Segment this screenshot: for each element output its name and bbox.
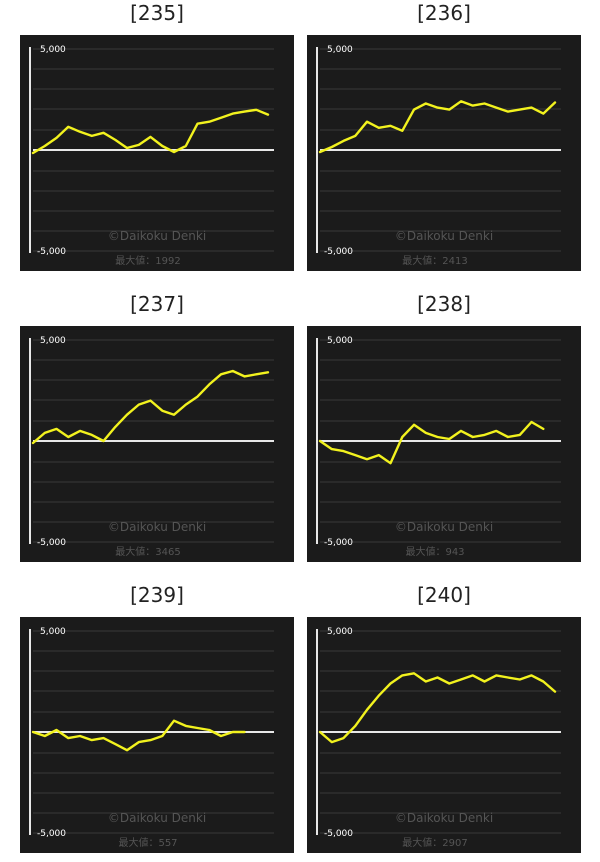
max-value-label: 最大値：1992 xyxy=(115,254,180,267)
chart-svg: 5,000 -5,000 ©Daikoku Denki 最大値：1992 xyxy=(29,45,274,267)
max-value-label: 最大値：2907 xyxy=(402,836,467,849)
y-tick-label-top: 5,000 xyxy=(327,627,353,637)
y-tick-label-top: 5,000 xyxy=(327,45,353,55)
chart-svg: 5,000 -5,000 ©Daikoku Denki 最大値：2413 xyxy=(316,45,561,267)
chart-panel: 5,000 -5,000 ©Daikoku Denki 最大値：2413 xyxy=(307,35,581,271)
chart-title: [237] xyxy=(130,292,184,316)
y-tick-label-top: 5,000 xyxy=(40,627,66,637)
chart-panel: 5,000 -5,000 ©Daikoku Denki 最大値：943 xyxy=(307,326,581,562)
y-tick-label-bottom: -5,000 xyxy=(37,247,66,257)
max-value-label: 最大値：943 xyxy=(405,545,464,558)
chart-svg: 5,000 -5,000 ©Daikoku Denki 最大値：3465 xyxy=(29,336,274,558)
chart-title: [236] xyxy=(417,1,471,25)
y-tick-label-bottom: -5,000 xyxy=(324,538,353,548)
max-value-label: 最大値：3465 xyxy=(115,545,180,558)
watermark: ©Daikoku Denki xyxy=(395,229,493,243)
chart-title: [235] xyxy=(130,1,184,25)
y-tick-label-top: 5,000 xyxy=(40,336,66,346)
chart-svg: 5,000 -5,000 ©Daikoku Denki 最大値：2907 xyxy=(316,627,561,849)
chart-title: [238] xyxy=(417,292,471,316)
y-tick-label-bottom: -5,000 xyxy=(37,538,66,548)
watermark: ©Daikoku Denki xyxy=(108,520,206,534)
chart-title: [239] xyxy=(130,583,184,607)
watermark: ©Daikoku Denki xyxy=(395,811,493,825)
y-tick-label-bottom: -5,000 xyxy=(324,829,353,839)
max-value-label: 最大値：2413 xyxy=(402,254,467,267)
watermark: ©Daikoku Denki xyxy=(395,520,493,534)
chart-panel: 5,000 -5,000 ©Daikoku Denki 最大値：1992 xyxy=(20,35,294,271)
series-line xyxy=(318,100,557,154)
y-tick-label-bottom: -5,000 xyxy=(37,829,66,839)
series-line xyxy=(31,719,246,752)
chart-panel: 5,000 -5,000 ©Daikoku Denki 最大値：557 xyxy=(20,617,294,853)
chart-svg: 5,000 -5,000 ©Daikoku Denki 最大値：943 xyxy=(316,336,561,558)
y-tick-label-top: 5,000 xyxy=(327,336,353,346)
y-tick-label-bottom: -5,000 xyxy=(324,247,353,257)
chart-title: [240] xyxy=(417,583,471,607)
watermark: ©Daikoku Denki xyxy=(108,811,206,825)
watermark: ©Daikoku Denki xyxy=(108,229,206,243)
chart-panel: 5,000 -5,000 ©Daikoku Denki 最大値：3465 xyxy=(20,326,294,562)
chart-svg: 5,000 -5,000 ©Daikoku Denki 最大値：557 xyxy=(29,627,274,849)
chart-panel: 5,000 -5,000 ©Daikoku Denki 最大値：2907 xyxy=(307,617,581,853)
max-value-label: 最大値：557 xyxy=(118,836,177,849)
series-line xyxy=(318,420,545,465)
series-line xyxy=(31,108,270,155)
series-line xyxy=(318,672,557,744)
y-tick-label-top: 5,000 xyxy=(40,45,66,55)
series-line xyxy=(31,369,270,445)
